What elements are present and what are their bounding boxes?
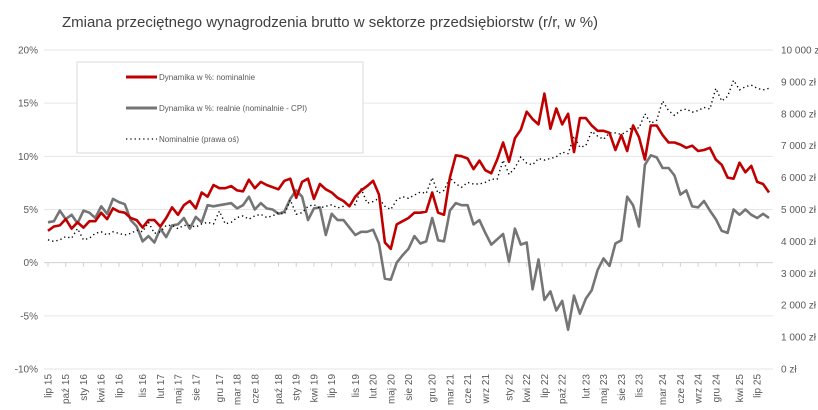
right-axis-ticks: 10 000 zł 9 000 zł 8 000 zł 7 000 zł 6 000 z… bbox=[781, 46, 818, 376]
y-left-tick-label: -10% bbox=[15, 365, 38, 376]
y-left-tick-label: -5% bbox=[20, 311, 38, 322]
x-tick-label: lut 17 bbox=[156, 374, 167, 399]
y-right-tick-label: 2 000 zł bbox=[781, 301, 817, 312]
x-tick-label: cze 21 bbox=[463, 374, 474, 404]
y-left-tick-label: 0% bbox=[24, 258, 39, 269]
y-left-tick-label: 5% bbox=[24, 205, 39, 216]
x-tick-label: sie 17 bbox=[191, 374, 202, 401]
left-axis-ticks: 20% 15% 10% 5% 0% -5% -10% bbox=[15, 46, 38, 376]
x-tick-label: lis 16 bbox=[138, 374, 149, 398]
series-line-real bbox=[47, 154, 770, 332]
x-tick-label: maj 17 bbox=[174, 374, 185, 404]
x-tick-label: lis 23 bbox=[635, 374, 646, 398]
y-right-tick-label: 3 000 zł bbox=[781, 269, 817, 280]
y-left-tick-label: 10% bbox=[18, 152, 38, 163]
y-right-tick-label: 9 000 zł bbox=[781, 77, 817, 88]
series-line-nominal bbox=[47, 92, 771, 251]
y-right-tick-label: 6 000 zł bbox=[781, 173, 817, 184]
x-tick-label: gru 20 bbox=[428, 374, 439, 403]
x-tick-label: sie 20 bbox=[404, 374, 415, 401]
x-tick-label: cze 18 bbox=[250, 374, 261, 404]
x-tick-label: lut 23 bbox=[581, 374, 592, 399]
x-tick-label: wrz 21 bbox=[481, 374, 492, 405]
y-left-tick-label: 20% bbox=[18, 46, 38, 57]
y-right-tick-label: 0 zł bbox=[781, 365, 797, 376]
legend: Dynamika w %: nominalnie Dynamika w %: r… bbox=[76, 61, 364, 154]
x-tick-label: gru 17 bbox=[215, 374, 226, 403]
x-tick-label: mar 24 bbox=[658, 374, 669, 406]
x-tick-label: wrz 24 bbox=[694, 374, 705, 405]
x-tick-label: paź 22 bbox=[558, 374, 569, 404]
x-tick-label: paź 18 bbox=[274, 374, 285, 404]
x-tick-label: sie 23 bbox=[617, 374, 628, 401]
legend-label-nominal: Dynamika w %: nominalnie bbox=[159, 73, 256, 82]
x-tick-label: kwi 22 bbox=[522, 374, 533, 403]
legend-box bbox=[76, 61, 364, 154]
y-left-tick-label: 15% bbox=[18, 99, 38, 110]
x-tick-label: sty 19 bbox=[292, 374, 303, 401]
x-tick-label: paź 15 bbox=[61, 374, 72, 404]
x-tick-label: mar 21 bbox=[445, 374, 456, 406]
x-tick-label: maj 23 bbox=[599, 374, 610, 404]
x-tick-label: lip 15 bbox=[44, 374, 55, 398]
x-tick-label: kwi 25 bbox=[735, 374, 746, 403]
x-tick-label: kwi 19 bbox=[309, 374, 320, 403]
x-tick-label: sty 22 bbox=[504, 374, 515, 401]
y-right-tick-label: 1 000 zł bbox=[781, 333, 817, 344]
x-tick-label: maj 20 bbox=[386, 374, 397, 404]
x-axis-ticks: lip 15 paź 15 sty 16 kwi 16 lip 16 lis 16 lut … bbox=[44, 262, 764, 406]
y-right-tick-label: 4 000 zł bbox=[781, 237, 817, 248]
chart-title: Zmiana przeciętnego wynagrodzenia brutto… bbox=[62, 14, 598, 31]
x-tick-label: cze 24 bbox=[676, 374, 687, 404]
y-right-tick-label: 5 000 zł bbox=[781, 205, 817, 216]
y-right-tick-label: 10 000 zł bbox=[781, 46, 818, 57]
series-lines bbox=[47, 79, 771, 332]
legend-label-wage-level: Nominalnie (prawa oś) bbox=[159, 135, 239, 144]
y-right-tick-label: 8 000 zł bbox=[781, 109, 817, 120]
x-tick-label: kwi 16 bbox=[97, 374, 108, 403]
x-tick-label: lis 19 bbox=[351, 374, 362, 398]
y-right-tick-label: 7 000 zł bbox=[781, 141, 817, 152]
x-tick-label: lip 22 bbox=[540, 374, 551, 398]
x-tick-label: mar 18 bbox=[233, 374, 244, 406]
x-tick-label: lut 20 bbox=[369, 374, 380, 399]
x-tick-label: lip 16 bbox=[114, 374, 125, 398]
legend-label-real: Dynamika w %: realnie (nominalnie - CPI) bbox=[159, 104, 307, 113]
x-tick-label: lip 25 bbox=[753, 374, 764, 398]
series-line-wage-level bbox=[47, 79, 770, 243]
x-tick-label: lip 19 bbox=[327, 374, 338, 398]
x-tick-label: sty 16 bbox=[79, 374, 90, 401]
x-tick-label: gru 24 bbox=[711, 374, 722, 403]
